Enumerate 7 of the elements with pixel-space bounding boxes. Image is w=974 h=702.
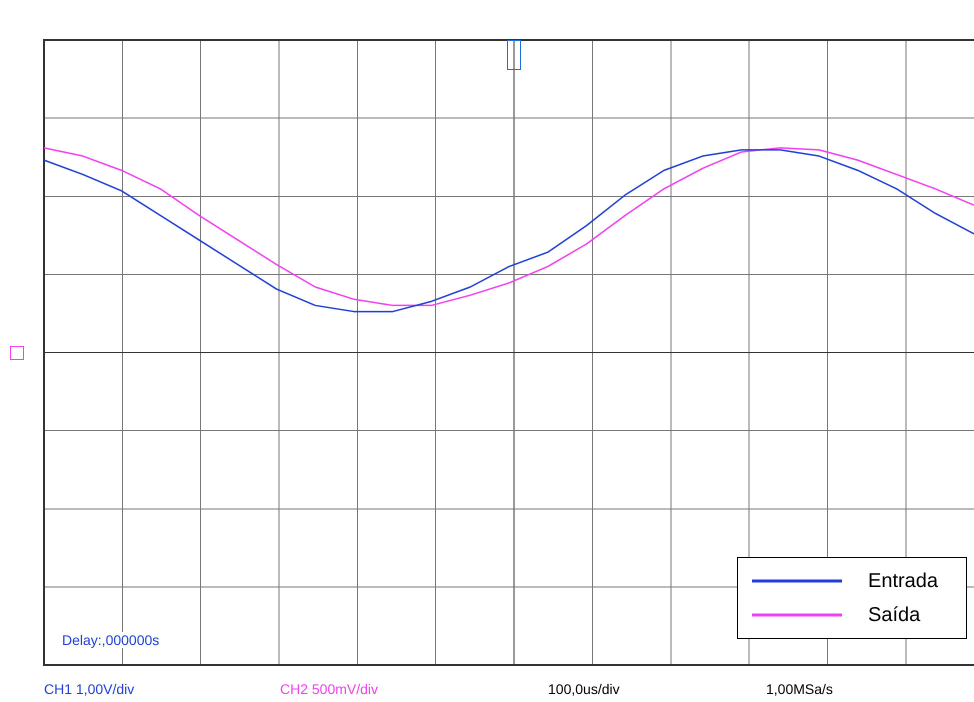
text: 100,0us/div [548,681,620,697]
text: Delay:,000000s [60,632,162,648]
text: CH2 500mV/div [280,681,378,697]
legend-label: Entrada [868,570,938,592]
legend-label: Saída [868,604,920,626]
text: CH1 1,00V/div [44,681,134,697]
text: 1,00MSa/s [766,681,833,697]
